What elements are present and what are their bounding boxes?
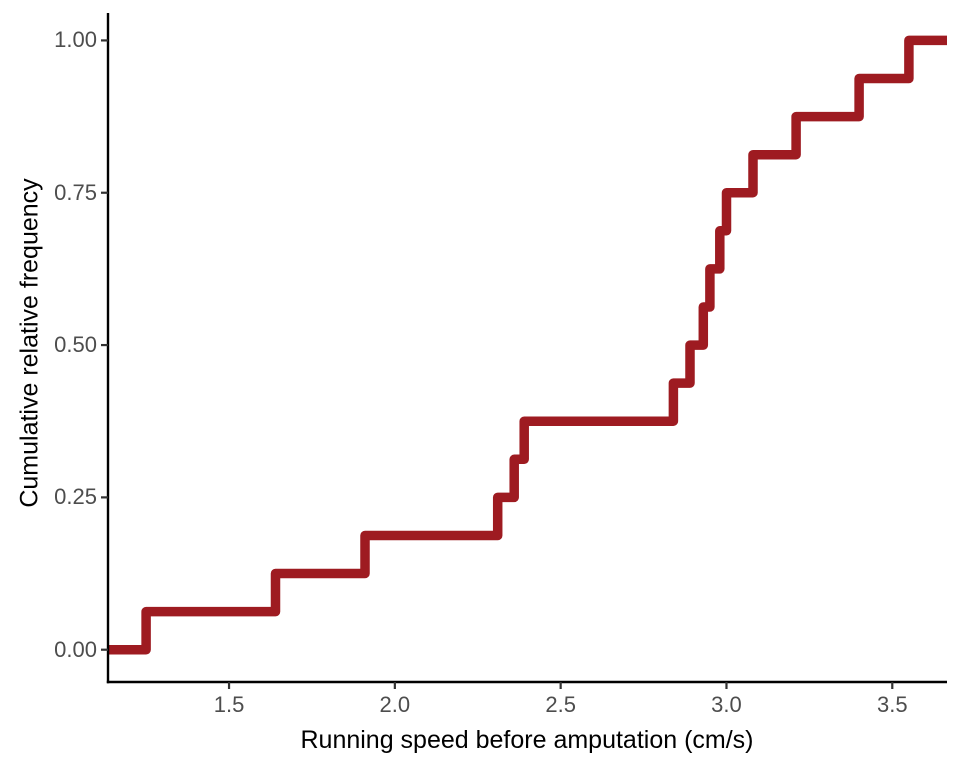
y-tick-label: 0.75: [54, 179, 97, 205]
x-axis-title: Running speed before amputation (cm/s): [300, 726, 754, 754]
x-tick-label: 2.5: [545, 692, 576, 717]
y-tick-label: 1.00: [54, 27, 97, 53]
x-tick-label: 3.5: [876, 692, 908, 717]
x-tick-label: 3.0: [711, 692, 742, 717]
x-tick-label: 1.5: [213, 692, 245, 717]
y-tick-label: 0.50: [54, 332, 97, 358]
x-tick-label: 2.0: [379, 692, 411, 717]
y-tick-label: 0.00: [54, 636, 97, 662]
ecdf-step-line: [108, 35, 947, 655]
y-tick-label: 0.25: [54, 484, 97, 510]
